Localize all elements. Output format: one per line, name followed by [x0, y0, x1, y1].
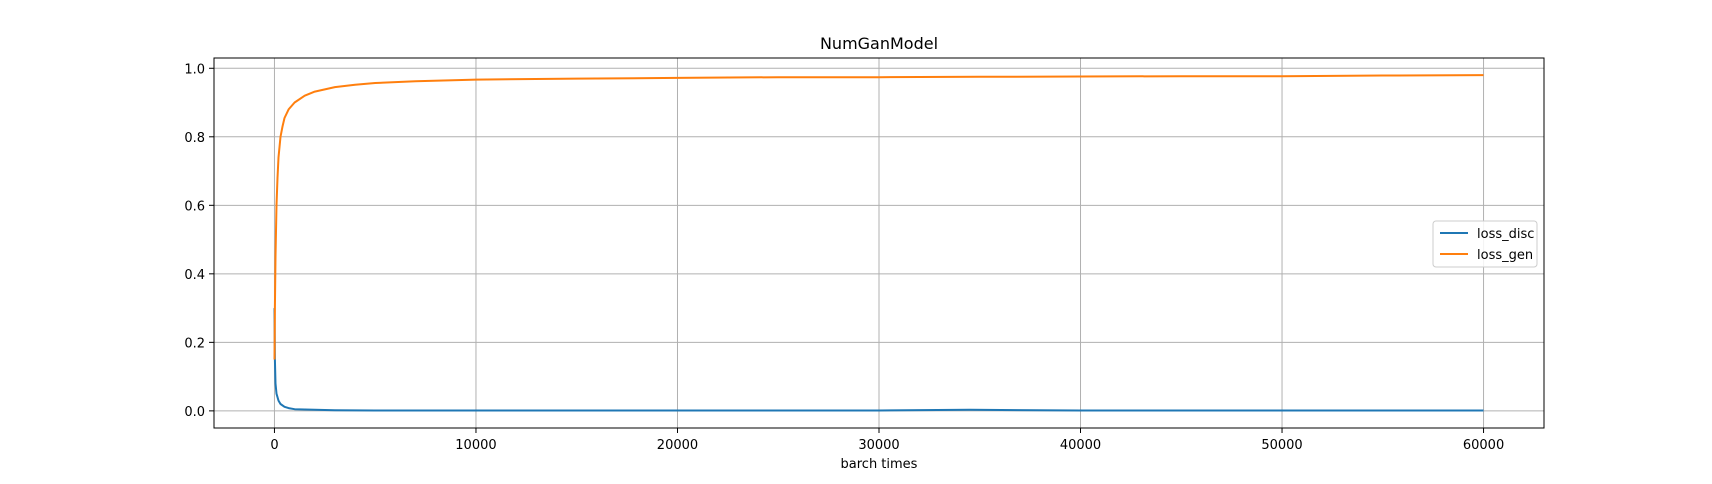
y-tick-label: 0.6 — [184, 199, 205, 214]
x-tick-label: 40000 — [1060, 438, 1101, 453]
y-tick-label: 0.8 — [184, 131, 205, 146]
x-tick-label: 60000 — [1463, 438, 1504, 453]
legend-label-loss-gen: loss_gen — [1477, 248, 1533, 263]
y-tick-label: 0.0 — [184, 405, 205, 420]
series-line-loss-disc — [273, 308, 1484, 412]
chart-title: NumGanModel — [820, 34, 938, 53]
y-tick-label: 1.0 — [184, 62, 205, 77]
legend-label-loss-disc: loss_disc — [1477, 227, 1534, 242]
series-lines — [273, 74, 1484, 412]
x-axis-label: barch times — [841, 457, 918, 472]
y-tick-label: 0.4 — [184, 268, 205, 283]
x-tick-label: 10000 — [455, 438, 496, 453]
series-line-loss-gen — [273, 74, 1484, 360]
legend: loss_disc loss_gen — [1432, 220, 1538, 268]
axis-ticks: 0 10000 20000 30000 40000 50000 60000 0.0 0.2 0.4… — [184, 62, 1504, 453]
x-tick-label: 20000 — [657, 438, 698, 453]
x-tick-label: 30000 — [858, 438, 899, 453]
y-tick-label: 0.2 — [184, 336, 205, 351]
x-tick-label: 50000 — [1261, 438, 1302, 453]
x-tick-label: 0 — [270, 438, 278, 453]
